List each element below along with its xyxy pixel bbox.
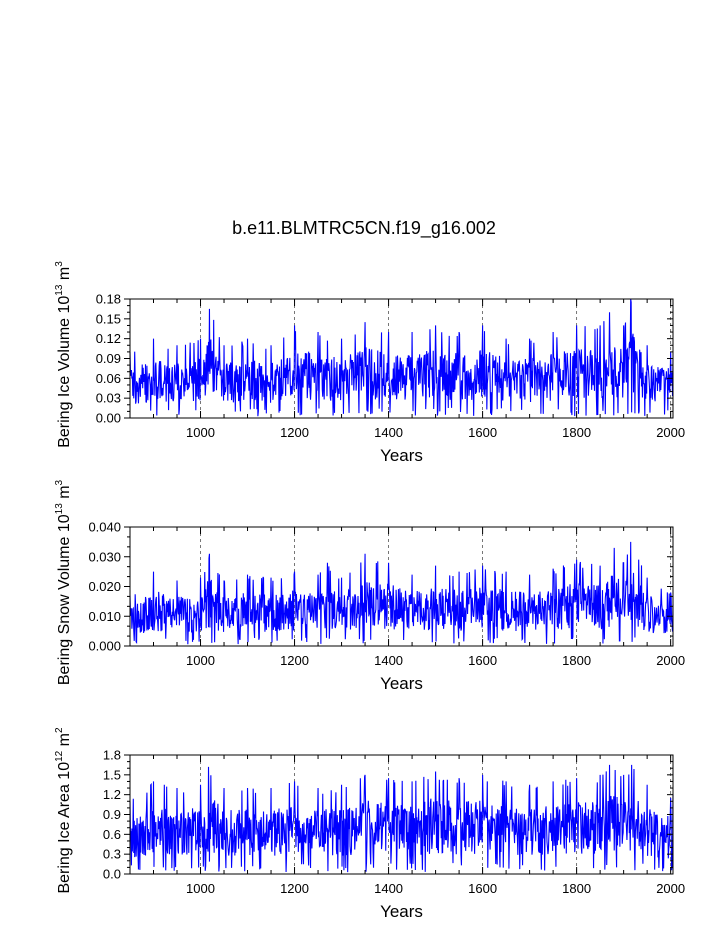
series-line-1 — [129, 298, 674, 417]
y-tick-label: 0.000 — [88, 639, 121, 654]
panel-3: 1000 1200 1400 1600 1800 2000 0.0 0.3 0.6 0.9 1.2 1… — [54, 727, 685, 921]
series-line-2 — [129, 541, 674, 645]
y-tick-label: 0.010 — [88, 609, 121, 624]
series-line-3 — [129, 764, 674, 873]
y-tick-label: 0.040 — [88, 520, 121, 535]
y-axis-label: Bering Ice Area 1012 m2 — [54, 727, 73, 894]
x-tick-label: 1400 — [374, 653, 403, 668]
y-tick-label: 0.00 — [96, 411, 121, 426]
x-axis-label: Years — [380, 674, 423, 693]
y-tick-label: 1.8 — [103, 748, 121, 763]
x-tick-label: 1600 — [468, 881, 497, 896]
panels: 1000 1200 1400 1600 1800 2000 0.00 0.03 0.06 0.09… — [54, 261, 685, 921]
y-tick-label: 0.030 — [88, 549, 121, 564]
y-tick-label: 0.03 — [96, 391, 121, 406]
x-tick-label: 1200 — [280, 653, 309, 668]
x-tick-label: 2000 — [656, 653, 685, 668]
x-tick-label: 1600 — [468, 425, 497, 440]
figure-title: b.e11.BLMTRC5CN.f19_g16.002 — [232, 218, 496, 239]
y-tick-label: 0.12 — [96, 331, 121, 346]
panel-2: 1000 1200 1400 1600 1800 2000 0.000 0.010 0.020 0… — [54, 479, 685, 693]
x-tick-label: 1200 — [280, 881, 309, 896]
y-tick-label: 0.15 — [96, 311, 121, 326]
x-tick-label: 1400 — [374, 425, 403, 440]
y-tick-label: 0.18 — [96, 292, 121, 307]
y-tick-label: 0.3 — [103, 847, 121, 862]
x-tick-label: 1000 — [186, 881, 215, 896]
x-tick-label: 1200 — [280, 425, 309, 440]
x-axis-label: Years — [380, 446, 423, 465]
x-tick-label: 1800 — [562, 653, 591, 668]
x-tick-label: 1800 — [562, 425, 591, 440]
x-tick-label: 2000 — [656, 425, 685, 440]
x-tick-label: 1000 — [186, 425, 215, 440]
y-tick-label: 0.6 — [103, 827, 121, 842]
x-tick-label: 1400 — [374, 881, 403, 896]
y-axis-label: Bering Ice Volume 1013 m3 — [54, 261, 73, 448]
x-axis-label: Years — [380, 902, 423, 921]
panel-1: 1000 1200 1400 1600 1800 2000 0.00 0.03 0.06 0.09… — [54, 261, 685, 465]
y-tick-label: 0.09 — [96, 351, 121, 366]
x-tick-label: 1600 — [468, 653, 497, 668]
y-tick-label: 1.2 — [103, 787, 121, 802]
x-tick-label: 1000 — [186, 653, 215, 668]
y-tick-label: 1.5 — [103, 767, 121, 782]
y-axis-label: Bering Snow Volume 1013 m3 — [54, 479, 73, 685]
y-tick-label: 0.9 — [103, 807, 121, 822]
x-tick-label: 1800 — [562, 881, 591, 896]
y-tick-label: 0.06 — [96, 371, 121, 386]
y-tick-label: 0.020 — [88, 579, 121, 594]
y-tick-label: 0.0 — [103, 867, 121, 882]
x-tick-label: 2000 — [656, 881, 685, 896]
